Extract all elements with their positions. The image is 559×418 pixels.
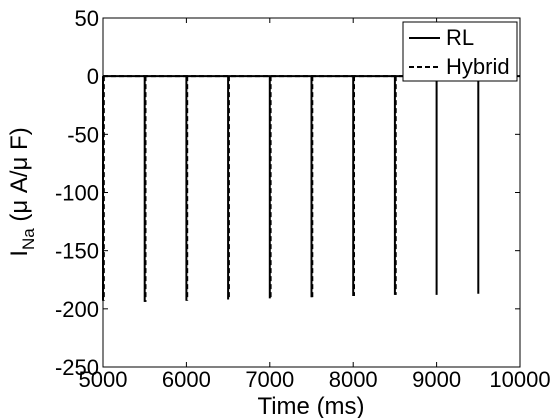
x-tick-label: 10000	[489, 367, 550, 392]
x-tick-label: 6000	[162, 367, 211, 392]
y-tick-label: -150	[55, 239, 99, 264]
x-tick-label: 7000	[245, 367, 294, 392]
axes-frame	[102, 17, 521, 368]
y-tick-label: -200	[55, 297, 99, 322]
legend: RL Hybrid	[402, 21, 518, 82]
y-tick-label: 0	[87, 64, 99, 89]
y-axis-label-subscript: Na	[19, 228, 38, 250]
y-axis-label-main: I	[6, 250, 33, 257]
tick-labels: 5000 6000 7000 8000 9000 10000 50 0 -50 -100 -150 -…	[55, 6, 551, 392]
x-tick-label: 9000	[412, 367, 461, 392]
x-tick-label: 5000	[79, 367, 128, 392]
legend-box	[402, 21, 518, 82]
x-tick-label: 8000	[329, 367, 378, 392]
y-axis-label-units: (μ A/μ F)	[6, 127, 33, 228]
y-axis-label: INa (μ A/μ F)	[6, 127, 38, 256]
legend-label-hybrid: Hybrid	[446, 54, 510, 79]
y-tick-label: -50	[67, 122, 99, 147]
legend-label-rl: RL	[446, 25, 474, 50]
y-tick-label: -250	[55, 355, 99, 380]
y-tick-label: -100	[55, 181, 99, 206]
series-layer	[102, 75, 520, 302]
y-tick-label: 50	[75, 6, 99, 31]
x-axis-label: Time (ms)	[257, 393, 364, 418]
